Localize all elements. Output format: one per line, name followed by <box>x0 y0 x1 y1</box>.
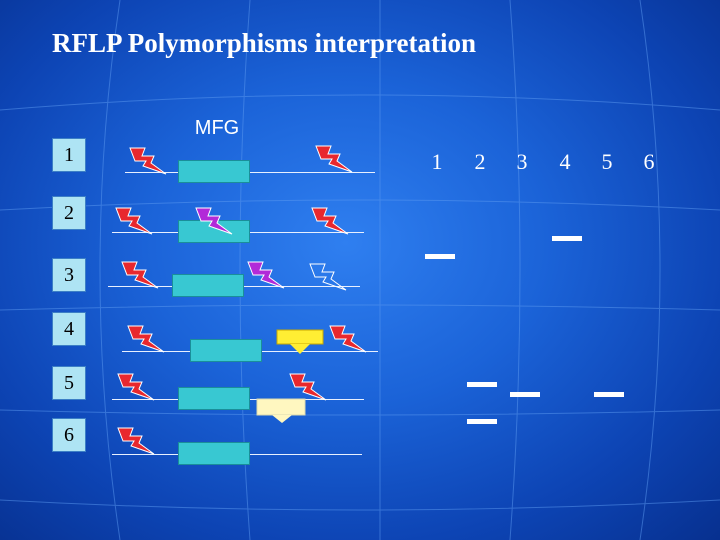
gel-band-lane-3 <box>510 392 540 397</box>
polymorphic-site-icon <box>195 207 233 235</box>
gel-band-lane-1 <box>425 254 455 259</box>
gel-band-lane-2 <box>467 382 497 387</box>
gel-band-lane-4 <box>552 236 582 241</box>
lane-number-6: 6 <box>643 149 655 174</box>
row-number-6: 6 <box>52 418 86 452</box>
lane-number-3: 3 <box>516 149 528 174</box>
exon-1 <box>178 160 250 183</box>
gene-label: MFG <box>194 117 240 139</box>
row-number-3: 3 <box>52 258 86 292</box>
restriction-site-icon <box>289 373 327 401</box>
restriction-site-icon <box>329 325 367 353</box>
exon-5 <box>178 387 250 410</box>
polymorphic-site-icon <box>247 261 285 289</box>
insertion-icon <box>276 329 324 354</box>
lane-number-2: 2 <box>474 149 486 174</box>
restriction-site-icon <box>117 427 155 455</box>
lane-number-4: 4 <box>559 149 571 174</box>
lane-number-5: 5 <box>601 149 613 174</box>
gel-band-lane-5 <box>594 392 624 397</box>
restriction-site-icon <box>127 325 165 353</box>
row-number-1: 1 <box>52 138 86 172</box>
row-number-4: 4 <box>52 312 86 346</box>
row-number-5: 5 <box>52 366 86 400</box>
gel-band-lane-2 <box>467 419 497 424</box>
restriction-site-icon <box>311 207 349 235</box>
deletion-icon <box>256 398 306 423</box>
restriction-site-icon <box>117 373 155 401</box>
exon-3 <box>172 274 244 297</box>
dna-line-1 <box>125 172 375 173</box>
lane-number-1: 1 <box>431 149 443 174</box>
lost-site-outline-icon <box>309 263 347 291</box>
restriction-site-icon <box>315 145 353 173</box>
exon-4 <box>190 339 262 362</box>
exon-6 <box>178 442 250 465</box>
restriction-site-icon <box>115 207 153 235</box>
restriction-site-icon <box>121 261 159 289</box>
slide-title: RFLP Polymorphisms interpretation <box>52 28 476 58</box>
row-number-2: 2 <box>52 196 86 230</box>
restriction-site-icon <box>129 147 167 175</box>
